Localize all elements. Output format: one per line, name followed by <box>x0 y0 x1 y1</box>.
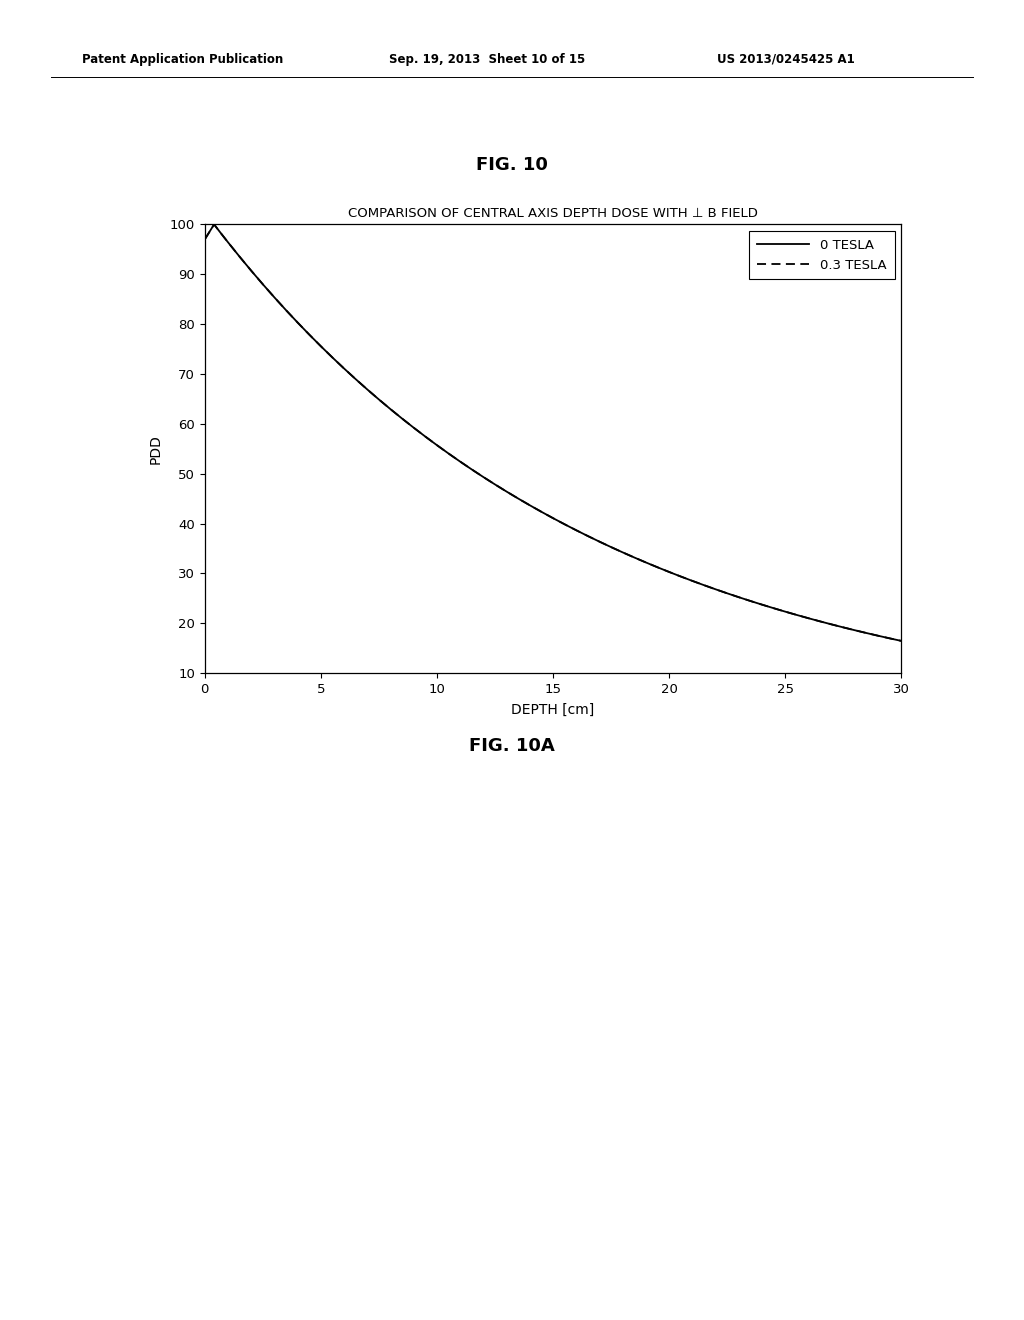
Y-axis label: PDD: PDD <box>148 434 163 463</box>
0.3 TESLA <box>268 289 281 305</box>
0 TESLA <box>268 289 281 305</box>
0 TESLA <box>199 231 211 247</box>
Text: US 2013/0245425 A1: US 2013/0245425 A1 <box>717 53 855 66</box>
Line: 0 TESLA: 0 TESLA <box>205 224 901 640</box>
0.3 TESLA <box>536 504 548 520</box>
0.3 TESLA <box>199 231 211 247</box>
0 TESLA <box>477 469 489 484</box>
Text: Patent Application Publication: Patent Application Publication <box>82 53 284 66</box>
0.3 TESLA <box>582 528 594 544</box>
0 TESLA <box>640 554 652 570</box>
0.3 TESLA <box>651 560 664 576</box>
Title: COMPARISON OF CENTRAL AXIS DEPTH DOSE WITH ⊥ B FIELD: COMPARISON OF CENTRAL AXIS DEPTH DOSE WI… <box>348 207 758 220</box>
Text: Sep. 19, 2013  Sheet 10 of 15: Sep. 19, 2013 Sheet 10 of 15 <box>389 53 586 66</box>
Legend: 0 TESLA, 0.3 TESLA: 0 TESLA, 0.3 TESLA <box>749 231 895 280</box>
0 TESLA <box>895 632 907 648</box>
0.3 TESLA <box>208 216 220 232</box>
0 TESLA <box>208 216 220 232</box>
Text: FIG. 10: FIG. 10 <box>476 156 548 174</box>
0.3 TESLA <box>640 554 652 570</box>
0 TESLA <box>582 528 594 544</box>
X-axis label: DEPTH [cm]: DEPTH [cm] <box>511 702 595 717</box>
Line: 0.3 TESLA: 0.3 TESLA <box>205 224 901 640</box>
0 TESLA <box>651 560 664 576</box>
Text: FIG. 10A: FIG. 10A <box>469 737 555 755</box>
0.3 TESLA <box>895 632 907 648</box>
0.3 TESLA <box>477 469 489 484</box>
0 TESLA <box>536 504 548 520</box>
